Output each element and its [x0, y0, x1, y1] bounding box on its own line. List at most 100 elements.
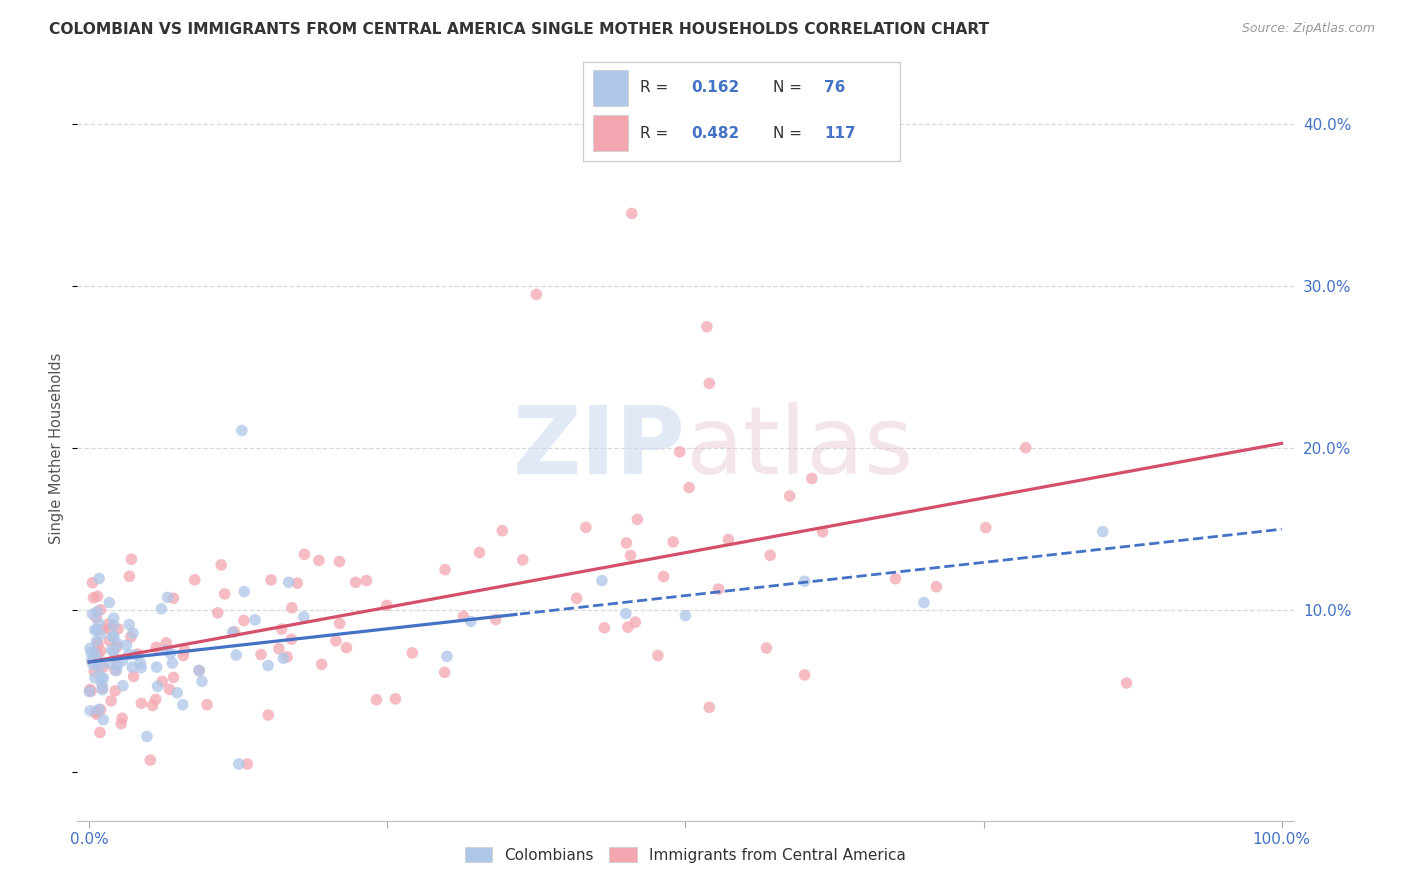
Legend: Colombians, Immigrants from Central America: Colombians, Immigrants from Central Amer… — [458, 840, 912, 869]
Point — [277, 575, 299, 590]
Point — [155, 643, 177, 657]
FancyBboxPatch shape — [593, 70, 627, 105]
Point — [717, 533, 740, 547]
Point — [150, 674, 173, 689]
Point — [84, 671, 107, 685]
Point — [793, 574, 815, 589]
Point — [294, 547, 316, 561]
Point — [647, 648, 669, 663]
Point — [86, 589, 108, 603]
Point — [90, 644, 112, 658]
Point — [974, 520, 997, 534]
Point — [120, 630, 142, 644]
Point — [311, 657, 333, 672]
Point — [98, 657, 121, 671]
Point — [145, 660, 167, 674]
Point — [122, 669, 145, 683]
Point — [104, 663, 127, 677]
Point — [565, 591, 588, 606]
Point — [884, 572, 907, 586]
Point — [115, 638, 138, 652]
Point — [79, 704, 101, 718]
Point — [619, 549, 641, 563]
Point — [145, 692, 167, 706]
Point — [107, 622, 129, 636]
Point — [146, 680, 169, 694]
Point — [87, 653, 110, 667]
Point — [98, 633, 121, 648]
Point — [270, 622, 292, 636]
Point — [83, 646, 105, 660]
Point — [620, 206, 643, 220]
Point — [111, 679, 134, 693]
Point — [89, 603, 111, 617]
Point — [436, 649, 458, 664]
Text: N =: N = — [773, 80, 807, 95]
Point — [103, 611, 125, 625]
Point — [276, 649, 298, 664]
Point — [105, 639, 128, 653]
Point — [191, 674, 214, 689]
Point — [485, 613, 508, 627]
Point — [107, 637, 129, 651]
Point — [696, 319, 718, 334]
Point — [136, 730, 159, 744]
Point — [139, 753, 162, 767]
Point — [460, 615, 482, 629]
Text: COLOMBIAN VS IMMIGRANTS FROM CENTRAL AMERICA SINGLE MOTHER HOUSEHOLDS CORRELATIO: COLOMBIAN VS IMMIGRANTS FROM CENTRAL AME… — [49, 22, 990, 37]
Point — [87, 638, 110, 652]
Point — [91, 682, 114, 697]
Point — [366, 692, 388, 706]
Point — [257, 708, 280, 723]
Point — [1015, 441, 1038, 455]
Point — [79, 641, 101, 656]
Point — [82, 591, 104, 605]
Point — [257, 658, 280, 673]
Point — [105, 640, 128, 654]
Point — [91, 622, 114, 636]
Point — [172, 648, 194, 663]
Point — [524, 287, 547, 301]
Point — [512, 553, 534, 567]
Point — [82, 607, 104, 621]
Y-axis label: Single Mother Households: Single Mother Households — [49, 352, 65, 544]
Text: 0.162: 0.162 — [692, 80, 740, 95]
Point — [129, 661, 152, 675]
Point — [468, 545, 491, 559]
Point — [221, 625, 243, 640]
Point — [80, 684, 103, 698]
Point — [678, 481, 700, 495]
Point — [162, 656, 184, 670]
Point — [325, 633, 347, 648]
Point — [328, 555, 350, 569]
Point — [575, 520, 598, 534]
Point — [668, 445, 690, 459]
Text: 76: 76 — [824, 80, 845, 95]
Point — [104, 684, 127, 698]
Point — [401, 646, 423, 660]
Point — [329, 616, 352, 631]
Point — [243, 613, 266, 627]
Point — [87, 702, 110, 716]
Point — [344, 575, 367, 590]
Point — [652, 569, 675, 583]
Point — [162, 591, 184, 606]
Point — [86, 623, 108, 637]
Point — [80, 653, 103, 667]
Point — [491, 524, 513, 538]
Point — [86, 605, 108, 619]
Point — [292, 609, 315, 624]
Point — [697, 700, 720, 714]
Point — [195, 698, 218, 712]
Point — [122, 626, 145, 640]
Point — [131, 696, 153, 710]
Point — [675, 608, 697, 623]
Point — [101, 630, 124, 644]
Point — [236, 756, 259, 771]
Point — [591, 574, 613, 588]
Point — [141, 698, 163, 713]
Text: Source: ZipAtlas.com: Source: ZipAtlas.com — [1241, 22, 1375, 36]
Point — [110, 716, 132, 731]
Point — [755, 641, 778, 656]
Point — [150, 602, 173, 616]
